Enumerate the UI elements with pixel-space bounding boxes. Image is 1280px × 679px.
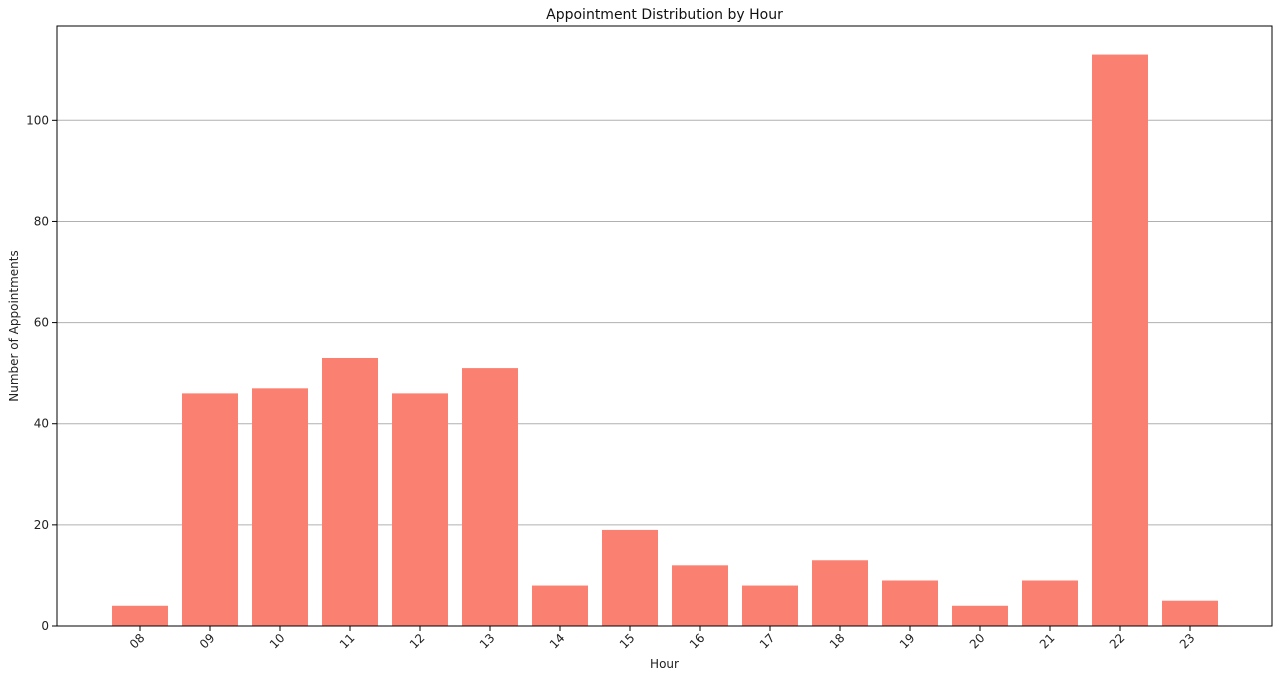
- y-axis-ticks: 0 20 40 60 80 100: [26, 113, 57, 633]
- bar-19: [882, 580, 938, 626]
- x-tick-label: 16: [687, 631, 708, 652]
- x-tick-label: 21: [1037, 631, 1058, 652]
- y-tick-label: 80: [34, 214, 49, 228]
- bar-21: [1022, 580, 1078, 626]
- x-axis-label: Hour: [650, 657, 679, 671]
- x-tick-label: 18: [827, 631, 848, 652]
- x-tick-label: 20: [967, 631, 988, 652]
- x-axis-ticks: 08 09 10 11 12 13 14 15 16 17 18 19 20 21 22 23: [127, 626, 1198, 652]
- bar-22: [1092, 54, 1148, 627]
- bar-15: [602, 529, 658, 626]
- chart-title: Appointment Distribution by Hour: [546, 7, 783, 23]
- bar-16: [672, 565, 728, 626]
- x-tick-label: 08: [127, 631, 148, 652]
- y-tick-label: 20: [34, 518, 49, 532]
- bar-20: [952, 605, 1008, 626]
- x-tick-label: 23: [1177, 631, 1198, 652]
- grid-lines: [57, 119, 1272, 526]
- plot-area-frame: [56, 25, 1273, 627]
- x-tick-label: 09: [197, 631, 218, 652]
- y-tick-label: 0: [41, 619, 49, 633]
- bar-14: [532, 585, 588, 626]
- bar-08: [112, 605, 168, 626]
- x-tick-label: 13: [477, 631, 498, 652]
- y-axis-label: Number of Appointments: [7, 250, 21, 401]
- x-tick-label: 22: [1107, 631, 1128, 652]
- y-tick-label: 100: [26, 113, 49, 127]
- bar-18: [812, 560, 868, 626]
- x-tick-label: 19: [897, 631, 918, 652]
- bar-11: [322, 357, 378, 626]
- x-tick-label: 10: [267, 631, 288, 652]
- y-tick-label: 60: [34, 316, 49, 330]
- x-tick-label: 14: [547, 631, 568, 652]
- x-tick-label: 12: [407, 631, 428, 652]
- x-tick-label: 15: [617, 631, 638, 652]
- x-tick-label: 17: [757, 631, 778, 652]
- bars: [112, 54, 1218, 627]
- bar-09: [182, 393, 238, 626]
- bar-10: [252, 388, 308, 626]
- y-tick-label: 40: [34, 417, 49, 431]
- bar-13: [462, 368, 518, 626]
- x-tick-label: 11: [337, 631, 358, 652]
- bar-12: [392, 393, 448, 626]
- bar-17: [742, 585, 798, 626]
- bar-23: [1162, 600, 1218, 626]
